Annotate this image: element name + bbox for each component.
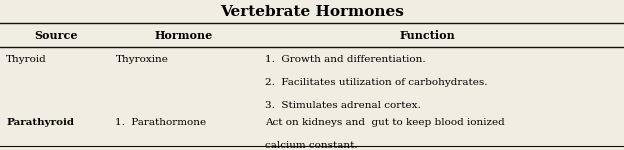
Text: calcium constant.: calcium constant. [265,141,358,150]
Text: Parathyroid: Parathyroid [6,118,74,127]
Text: 2.  Facilitates utilization of carbohydrates.: 2. Facilitates utilization of carbohydra… [265,78,488,87]
Text: Hormone: Hormone [155,30,213,41]
Text: Vertebrate Hormones: Vertebrate Hormones [220,4,404,18]
Text: Thyroxine: Thyroxine [115,55,168,64]
Text: Function: Function [399,30,456,41]
Text: 1.  Parathormone: 1. Parathormone [115,118,207,127]
Text: 1.  Growth and differentiation.: 1. Growth and differentiation. [265,55,426,64]
Text: Source: Source [34,30,78,41]
Text: 3.  Stimulates adrenal cortex.: 3. Stimulates adrenal cortex. [265,101,421,110]
Text: Act on kidneys and  gut to keep blood ionized: Act on kidneys and gut to keep blood ion… [265,118,505,127]
Text: Thyroid: Thyroid [6,55,47,64]
